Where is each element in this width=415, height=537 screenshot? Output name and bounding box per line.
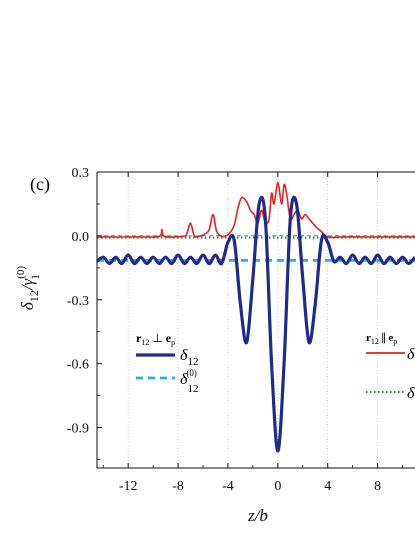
series-line-perp xyxy=(97,195,415,453)
ylabel-gamma: γ xyxy=(18,277,37,285)
legend-label-par: δ xyxy=(407,346,415,363)
x-axis-title: z/b xyxy=(247,506,268,525)
legend-left: r12 ⊥ ep δ12 δ12(0) xyxy=(136,331,198,395)
x-tick-label-2: -4 xyxy=(222,479,234,494)
ylabel-delta: δ xyxy=(18,301,37,310)
panel-label: (c) xyxy=(30,174,50,195)
legend-left-header: r12 ⊥ ep xyxy=(136,331,175,347)
y-tick-label-1: 0.0 xyxy=(72,230,90,245)
x-tick-label-3: 0 xyxy=(274,479,281,494)
y-tick-label-0: 0.3 xyxy=(72,166,90,181)
legend-right: r12 ∥ ep δ δ xyxy=(366,332,415,402)
grid xyxy=(127,172,378,468)
axes xyxy=(96,171,415,469)
y-tick-label-4: -0.9 xyxy=(67,422,89,437)
tick-labels: -12 -8 -4 0 4 8 0.3 0.0 -0.3 -0.6 -0.9 xyxy=(67,166,403,494)
x-tick-label-0: -12 xyxy=(119,479,138,494)
y-tick-label-2: -0.3 xyxy=(67,294,89,309)
ylabel-gamma-sup: (0) xyxy=(15,266,27,279)
legend-right-header: r12 ∥ ep xyxy=(366,332,397,346)
legend-label-perp0: δ12(0) xyxy=(180,368,198,395)
svg-text:δ12/γ(0)1: δ12/γ(0)1 xyxy=(15,266,42,311)
x-tick-label-1: -8 xyxy=(172,479,184,494)
x-tick-label-4: 4 xyxy=(324,479,331,494)
legend-label-perp: δ12 xyxy=(180,347,198,368)
y-axis-title: δ12/γ(0)1 xyxy=(15,266,42,311)
ylabel-delta-sub: 12 xyxy=(27,290,41,302)
legend-label-par0: δ xyxy=(407,385,415,402)
series-group xyxy=(97,181,415,453)
y-tick-label-3: -0.6 xyxy=(67,358,89,373)
x-tick-label-5: 8 xyxy=(374,479,381,494)
ylabel-gamma-sub: 1 xyxy=(28,274,42,280)
